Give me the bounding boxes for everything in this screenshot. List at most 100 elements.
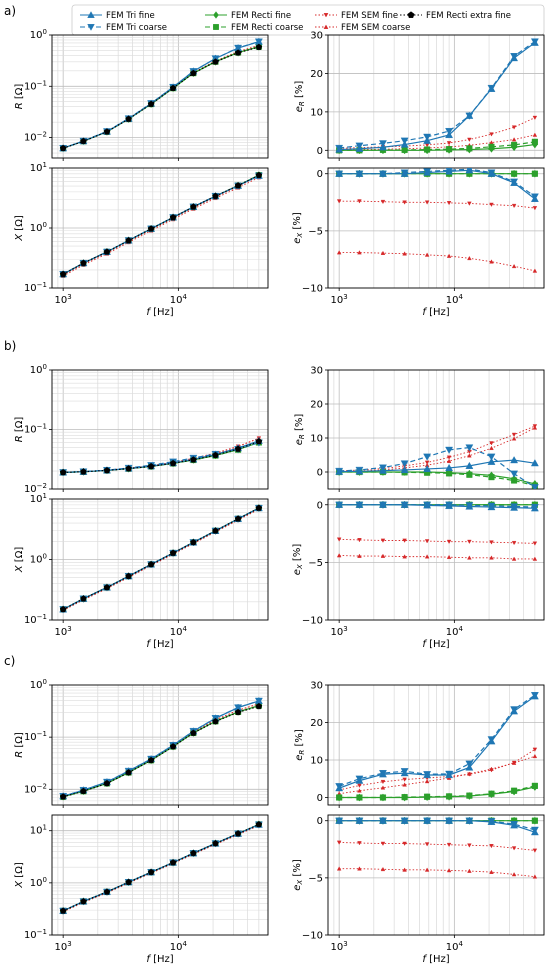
data-point (465, 461, 474, 469)
data-point (532, 115, 538, 120)
x-tick-label: 104 (170, 625, 188, 638)
data-point (489, 555, 494, 560)
data-point (255, 171, 263, 178)
data-point (511, 143, 518, 152)
data-point (511, 263, 517, 269)
data-point (357, 783, 362, 788)
y-axis-label: X [Ω] (14, 215, 25, 242)
data-point (467, 453, 472, 458)
series-extra_fine (59, 43, 263, 152)
series-line (339, 868, 535, 878)
x-tick-label: 104 (170, 293, 188, 306)
y-tick-label: 30 (310, 366, 323, 377)
data-point (530, 692, 539, 700)
series-rect_fine (60, 701, 262, 801)
subplot-R: 10−2 10−1 100 R [Ω] (14, 678, 269, 808)
series-group (59, 504, 263, 614)
data-point (380, 250, 386, 255)
series-group (59, 696, 263, 801)
series-line (339, 555, 535, 560)
data-point (355, 169, 364, 177)
legend-label: FEM SEM coarse (341, 23, 410, 33)
data-point (531, 169, 538, 178)
series-rect_coarse (336, 138, 538, 154)
series-line (339, 459, 535, 473)
data-point (357, 553, 362, 558)
y-tick-label: 30 (310, 31, 323, 42)
series-tri_fine (335, 500, 539, 512)
subplot-eR: 0 10 20 30 eR [%] (294, 681, 545, 808)
data-point (147, 462, 155, 470)
data-point (357, 841, 362, 846)
x-tick-label: 104 (446, 293, 464, 306)
series-line (62, 507, 260, 610)
series-line (63, 440, 260, 474)
data-point (532, 556, 538, 561)
y-tick-label: 101 (30, 824, 47, 837)
data-point (424, 793, 431, 802)
data-point (402, 841, 407, 846)
data-point (423, 501, 432, 509)
data-point (424, 867, 430, 872)
series-line (339, 143, 535, 151)
data-point (336, 553, 342, 558)
data-point (379, 466, 387, 474)
data-point (446, 792, 453, 801)
data-point (357, 788, 362, 793)
data-point (357, 866, 362, 871)
data-point (125, 572, 132, 579)
series-line (339, 252, 535, 272)
series-line (62, 508, 260, 611)
data-point (488, 790, 495, 799)
data-point (59, 605, 67, 613)
data-point (190, 729, 197, 736)
legend-label: FEM Recti fine (231, 11, 291, 21)
data-point (402, 251, 407, 256)
data-point (530, 504, 539, 512)
data-point (234, 445, 242, 452)
data-point (446, 145, 453, 154)
data-point (380, 866, 386, 872)
series-sem_coarse (60, 175, 262, 278)
series-extra_fine (59, 702, 263, 800)
data-point (103, 248, 111, 255)
series-line (339, 117, 536, 149)
series-line (339, 755, 536, 795)
data-point (423, 770, 432, 779)
data-point (400, 169, 409, 177)
data-point (255, 43, 263, 50)
series-tri_coarse (59, 439, 263, 477)
data-point (445, 501, 454, 509)
data-point (335, 145, 344, 153)
data-point (336, 199, 342, 204)
x-tick-label: 103 (55, 625, 72, 638)
y-tick-label: 20 (310, 69, 323, 80)
data-point (380, 538, 386, 543)
legend-swatch-marker (323, 13, 329, 18)
data-point (380, 785, 386, 790)
series-line (338, 695, 536, 789)
data-point (212, 839, 219, 847)
series-line (63, 437, 260, 473)
data-point (147, 868, 155, 875)
data-point (489, 844, 494, 849)
series-line (339, 820, 536, 831)
data-point (380, 841, 386, 846)
data-point (466, 145, 473, 154)
series-tri_fine (335, 456, 539, 475)
y-tick-label: −10 (302, 284, 323, 295)
y-tick-label: 10 (310, 756, 323, 767)
data-point (357, 538, 362, 543)
data-point (424, 779, 430, 784)
series-line (339, 446, 536, 488)
data-point (467, 843, 472, 848)
data-point (80, 137, 87, 144)
data-point (467, 555, 472, 560)
data-point (212, 58, 219, 65)
data-point (400, 769, 409, 777)
y-axis-label: eX [%] (292, 859, 304, 891)
series-group (335, 38, 539, 155)
y-tick-label: 10−2 (24, 482, 47, 495)
